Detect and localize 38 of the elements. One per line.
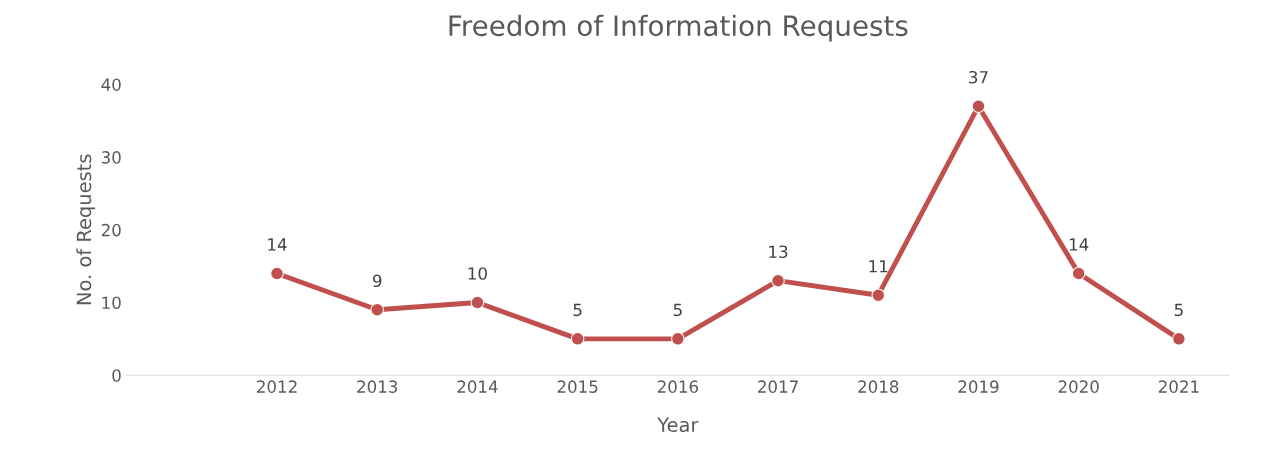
x-axis-title: Year — [657, 417, 699, 433]
data-label: 37 — [969, 70, 988, 84]
point — [370, 303, 384, 317]
y-tick-label: 30 — [101, 151, 121, 164]
data-label: 14 — [1069, 238, 1089, 251]
point — [570, 332, 585, 346]
point — [871, 288, 886, 303]
x-tick-label: 2020 — [1058, 380, 1099, 393]
y-tick-label: 40 — [101, 78, 121, 91]
y-tick-label: 0 — [112, 369, 121, 382]
x-tick-label: 2017 — [758, 380, 798, 393]
chart-title: Freedom of Information Requests — [449, 14, 908, 42]
x-tick-label: 2014 — [457, 380, 498, 393]
point — [671, 332, 685, 346]
point — [1172, 332, 1186, 346]
y-tick-label: 10 — [102, 296, 121, 310]
x-tick-label: 2018 — [858, 380, 899, 393]
x-tick-label: 2021 — [1158, 380, 1199, 393]
point — [470, 295, 485, 310]
data-label: 14 — [268, 238, 287, 251]
data-label: 10 — [468, 267, 487, 280]
point — [270, 266, 284, 281]
x-tick-label: 2015 — [557, 380, 598, 393]
x-tick-label: 2012 — [257, 380, 297, 393]
data-label: 5 — [1174, 303, 1183, 317]
point — [771, 273, 785, 288]
x-tick-label: 2016 — [657, 380, 698, 393]
data-label: 5 — [573, 303, 582, 317]
point — [1071, 266, 1086, 281]
y-tick-label: 20 — [101, 223, 121, 237]
data-label: 13 — [769, 245, 788, 259]
x-tick-label: 2013 — [357, 380, 398, 393]
data-label: 11 — [869, 260, 888, 273]
x-tick-label: 2019 — [958, 380, 999, 393]
point — [971, 99, 986, 113]
y-axis-title: No. of Requests — [76, 154, 96, 305]
data-label: 9 — [372, 274, 382, 288]
data-label: 5 — [673, 303, 682, 317]
